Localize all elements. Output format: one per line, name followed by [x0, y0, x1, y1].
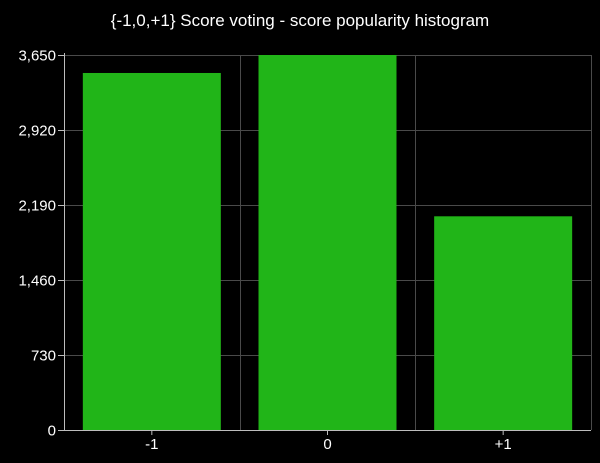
tick-labels: 0 730 1,460 2,190 2,920 3,650 -1 0 +1	[18, 48, 511, 454]
chart-title: {-1,0,+1} Score voting - score popularit…	[111, 11, 489, 30]
x-tick-label: -1	[145, 436, 158, 453]
y-tick-label: 2,190	[18, 198, 56, 215]
x-tick-label: 0	[323, 436, 331, 453]
bar-2	[258, 55, 397, 430]
y-tick-label: 1,460	[18, 273, 56, 290]
y-tick-label: 2,920	[18, 123, 56, 140]
y-tick-label: 3,650	[18, 48, 56, 65]
bar-1	[82, 72, 221, 430]
bars	[82, 55, 573, 430]
y-tick-label: 0	[48, 423, 56, 440]
bar-3	[434, 216, 573, 430]
x-tick-label: +1	[495, 436, 512, 453]
axes	[58, 53, 591, 435]
y-tick-label: 730	[31, 348, 56, 365]
